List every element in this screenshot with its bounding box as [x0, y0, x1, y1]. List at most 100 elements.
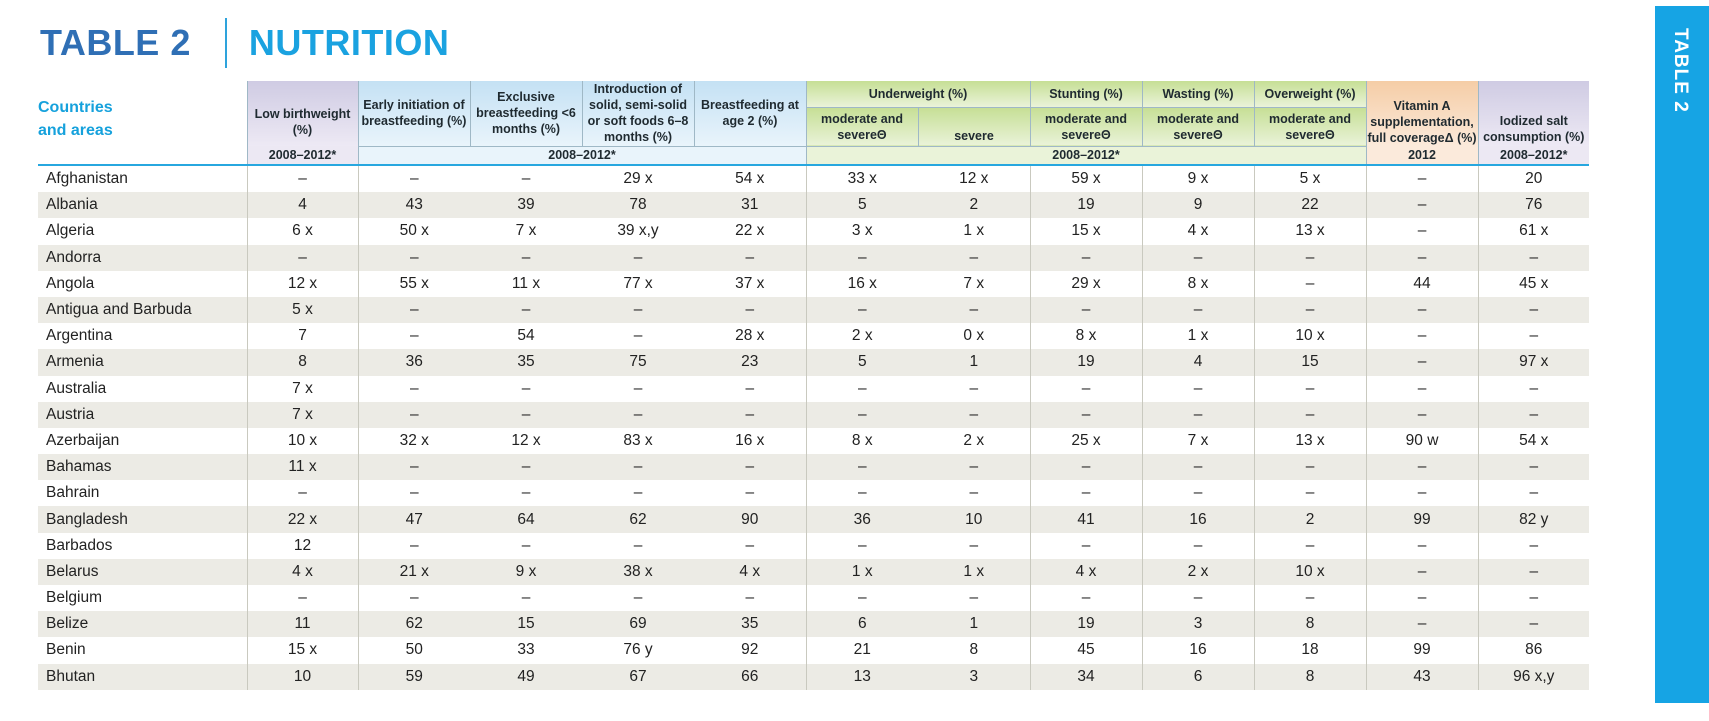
table-row: Bangladesh 22 x 47 64 62 90 36 10 41 16 2 99 82 y	[38, 506, 1590, 533]
value-cell: –	[246, 480, 358, 507]
table-row: Benin 15 x 50 33 76 y 92 21 8 45 16 18 99 86	[38, 637, 1590, 664]
country-name-cell: Belgium	[46, 589, 102, 607]
value-cell: 59 x	[1029, 165, 1143, 193]
value-cell: 25 x	[1029, 427, 1143, 455]
countries-header-line2: and areas	[38, 121, 113, 139]
value-cell: 4 x	[1029, 558, 1143, 585]
table-row: Bahamas 11 x – – – – – – – – – – –	[38, 454, 1590, 481]
value-cell: –	[969, 589, 979, 607]
value-cell: 5 x	[246, 296, 358, 324]
value-cell: 38 x	[582, 558, 694, 585]
value-cell: 8	[969, 641, 979, 659]
value-cell: 8 x	[1029, 323, 1143, 350]
col-group-overweight: Overweight (%)	[1253, 81, 1367, 107]
country-name-cell: Bangladesh	[38, 506, 247, 533]
value-cell: 19	[1029, 349, 1143, 376]
value-cell: 2 x	[963, 431, 985, 449]
value-cell: –	[357, 165, 470, 193]
value-cell: –	[357, 323, 470, 350]
table-row: Bhutan 10 59 49 67 66 13 3 34 6 8 43 96 x,y	[38, 663, 1590, 690]
table-number: TABLE 2	[40, 22, 191, 63]
value-cell: –	[805, 375, 918, 402]
value-cell: 10 x	[246, 427, 358, 455]
value-cell: –	[521, 170, 531, 188]
value-cell: 21 x	[357, 558, 470, 585]
value-cell: –	[1477, 558, 1590, 585]
value-cell: –	[582, 454, 694, 481]
value-cell: –	[633, 536, 643, 554]
value-cell: 16	[1141, 637, 1255, 664]
value-cell: 32 x	[357, 427, 470, 455]
value-cell: 67	[582, 663, 694, 690]
value-cell: –	[470, 244, 582, 271]
value-cell: 19	[1029, 611, 1143, 638]
value-cell: 34	[1029, 663, 1143, 690]
value-cell: 11 x	[246, 454, 358, 481]
value-cell: –	[1477, 296, 1590, 324]
value-cell: 8 x	[1141, 270, 1255, 297]
value-cell: –	[1253, 480, 1367, 507]
value-cell: –	[470, 454, 582, 481]
value-cell: –	[1365, 165, 1479, 193]
col-wasting-moderate-severe: moderate and severeΘ	[1141, 106, 1255, 146]
value-cell: –	[1141, 454, 1255, 481]
page-title-block: TABLE 2 NUTRITION	[40, 18, 449, 68]
value-cell: –	[582, 401, 694, 428]
value-cell: –	[1365, 375, 1479, 402]
value-cell: –	[694, 296, 806, 324]
value-cell: 12	[246, 532, 358, 559]
value-cell: –	[969, 536, 979, 554]
value-cell: 7	[246, 323, 358, 350]
value-cell: –	[357, 244, 470, 271]
value-cell: –	[1477, 323, 1590, 350]
value-cell: 18	[1253, 637, 1367, 664]
table-row: Azerbaijan 10 x 32 x 12 x 83 x 16 x 8 x 2 x 25 x…	[38, 427, 1590, 455]
value-cell: 23	[694, 349, 806, 376]
value-cell: 29 x	[623, 170, 653, 188]
country-name-cell: Belize	[38, 611, 247, 638]
value-cell: 96 x,y	[1477, 663, 1590, 690]
value-cell: 7 x	[1141, 427, 1255, 455]
value-cell: –	[1365, 558, 1479, 585]
year-breastfeeding: 2008–2012*	[357, 145, 806, 166]
value-cell: 10	[918, 506, 1031, 533]
country-name-cell: Azerbaijan	[46, 431, 120, 449]
value-cell: 2 x	[805, 323, 918, 350]
value-cell: 7 x	[246, 375, 358, 402]
value-cell: 54	[517, 327, 535, 345]
country-name-cell: Armenia	[38, 349, 247, 376]
value-cell: –	[246, 165, 358, 193]
value-cell: 2	[1253, 506, 1367, 533]
value-cell: –	[745, 484, 755, 502]
value-cell: 29 x	[1029, 270, 1143, 297]
table-row: Albania 4 43 39 78 31 5 2 19 9 22–76	[38, 192, 1590, 219]
value-cell: 13 x	[1253, 218, 1367, 245]
value-cell: –	[1365, 585, 1479, 612]
value-cell: 69	[582, 611, 694, 638]
value-cell: 3 x	[805, 218, 918, 245]
col-group-stunting: Stunting (%)	[1029, 81, 1143, 107]
value-cell: 39 x,y	[617, 222, 659, 240]
value-cell: –	[1253, 532, 1367, 559]
value-cell: 8	[246, 349, 358, 376]
value-cell: 6	[805, 611, 918, 638]
value-cell: –	[1141, 532, 1255, 559]
table-row: Barbados 12– – – – – – – – – – –	[38, 532, 1590, 559]
col-overweight-moderate-severe: moderate and severeΘ	[1253, 106, 1367, 146]
value-cell: 15	[470, 611, 582, 638]
value-cell: –	[1253, 244, 1367, 271]
value-cell: 19	[1029, 192, 1143, 219]
value-cell: 86	[1477, 637, 1590, 664]
value-cell: 15 x	[246, 637, 358, 664]
year-row-spacer	[38, 146, 247, 166]
value-cell: –	[1029, 296, 1143, 324]
value-cell: 1	[918, 349, 1031, 376]
value-cell: –	[1477, 401, 1590, 428]
col-stunting-moderate-severe: moderate and severeΘ	[1029, 106, 1143, 146]
value-cell: 7 x	[963, 274, 985, 292]
value-cell: –	[918, 401, 1031, 428]
value-cell: 44	[1365, 270, 1479, 297]
value-cell: –	[694, 454, 806, 481]
